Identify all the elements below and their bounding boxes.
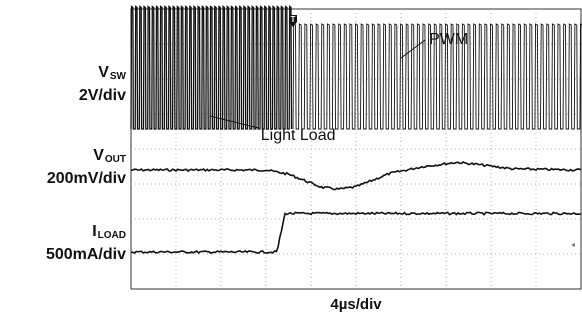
trace-load [130,211,582,254]
annotation-light-load: Light Load [261,127,336,144]
trigger-label: T [291,15,296,24]
iload-name: ILOAD [92,223,126,241]
annotation-leader-line [400,39,426,59]
channel-label-vsw: VSW 2V/div [79,63,126,105]
traces [130,5,582,254]
vout-name: VOUT [93,147,126,165]
scope-grid [131,9,581,289]
annotations: PWM Light Load [209,31,468,144]
channel-label-iload: ILOAD 500mA/div [46,222,126,264]
annotation-pwm: PWM [429,31,468,48]
trace-sw-light-load [130,5,293,130]
trigger-marker: T [289,15,575,247]
iload-scale: 500mA/div [45,246,126,263]
channel-label-vout: VOUT 200mV/div [47,146,126,188]
ground-marker-icon [571,243,575,247]
vsw-scale: 2V/div [78,87,126,104]
trace-sw-pwm [292,23,582,130]
annotation-leader-line [209,115,259,129]
timebase-label: 4µs/div [330,296,382,313]
trace-out [130,161,582,191]
vout-scale: 200mV/div [46,170,126,187]
trigger-arrow-icon [289,15,297,27]
vsw-name: VSW [98,64,126,82]
